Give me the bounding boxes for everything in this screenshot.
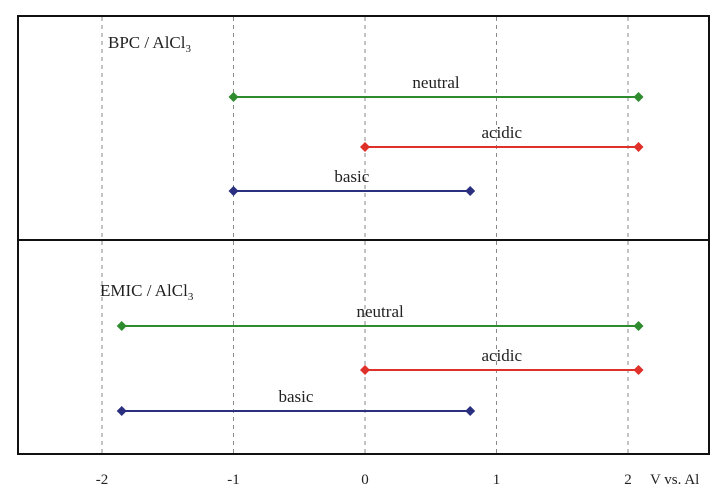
- range-end-marker: [633, 92, 644, 102]
- range-series-acidic: acidic: [360, 346, 644, 375]
- range-start-marker: [116, 321, 127, 331]
- grid-lines: [101, 17, 629, 453]
- range-series-neutral: neutral: [116, 302, 644, 331]
- range-series-neutral: neutral: [228, 73, 644, 102]
- panel-title-bpc-main: BPC / AlCl: [108, 33, 186, 52]
- range-start-marker: [360, 365, 370, 375]
- range-end-marker: [465, 406, 476, 416]
- plot-frame: [17, 15, 710, 455]
- x-tick-label: -1: [227, 472, 240, 488]
- panel-title-bpc-sub: 3: [185, 43, 191, 55]
- panel-title-emic-sub: 3: [188, 291, 194, 303]
- panel-title-emic: EMIC / AlCl3: [100, 281, 194, 303]
- range-series-basic: basic: [228, 167, 476, 196]
- x-axis-ticks: -2 -1 0 1 2: [96, 472, 632, 488]
- panel-title-bpc: BPC / AlCl3: [108, 33, 191, 55]
- panel-title-emic-main: EMIC / AlCl: [100, 281, 188, 300]
- series-label: basic: [334, 167, 369, 186]
- series-label: basic: [278, 387, 313, 406]
- x-tick-label: -2: [96, 472, 109, 488]
- range-start-marker: [360, 142, 370, 152]
- x-axis-unit-label: V vs. Al: [650, 472, 699, 488]
- x-tick-label: 0: [361, 472, 369, 488]
- x-tick-label: 1: [493, 472, 501, 488]
- range-end-marker: [465, 186, 476, 196]
- range-start-marker: [116, 406, 127, 416]
- range-start-marker: [228, 186, 239, 196]
- range-end-marker: [633, 365, 644, 375]
- series-label: acidic: [481, 123, 522, 142]
- series-label: neutral: [412, 73, 459, 92]
- x-tick-label: 2: [624, 472, 632, 488]
- range-start-marker: [228, 92, 239, 102]
- series-label: neutral: [357, 302, 404, 321]
- range-end-marker: [633, 142, 644, 152]
- series-layer: neutral acidic basic neutral acidic basic: [116, 73, 644, 416]
- range-series-basic: basic: [116, 387, 476, 416]
- series-label: acidic: [481, 346, 522, 365]
- range-series-acidic: acidic: [360, 123, 644, 152]
- range-end-marker: [633, 321, 644, 331]
